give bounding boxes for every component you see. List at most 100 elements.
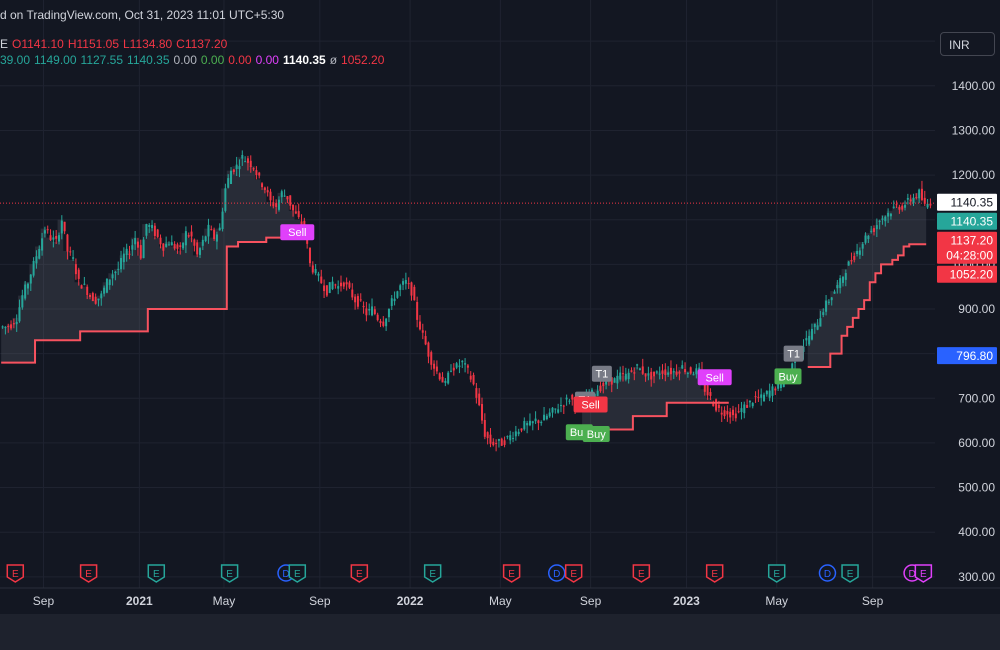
candle-body	[153, 225, 156, 236]
candle-body	[139, 245, 142, 259]
candle-body	[60, 220, 63, 234]
price-axis[interactable]: 300.00400.00500.00600.00700.00800.00900.…	[935, 0, 1000, 588]
candle-body	[176, 244, 179, 249]
candle-body	[554, 408, 557, 410]
candle-body	[486, 432, 489, 439]
event-letter: E	[429, 569, 436, 580]
candle-body	[881, 218, 884, 220]
candle-body	[813, 323, 816, 328]
event-letter: E	[12, 569, 19, 580]
candle-body	[131, 245, 134, 250]
signal-buy: Buy	[779, 371, 798, 383]
candle-body	[833, 291, 836, 294]
candle-body	[926, 203, 929, 208]
candle-body	[325, 285, 328, 296]
candle-body	[46, 229, 49, 231]
candle-body	[901, 205, 904, 210]
candle-body	[167, 244, 170, 246]
candle-body	[449, 370, 452, 372]
candle-body	[328, 282, 331, 293]
candle-body	[390, 298, 393, 306]
ohlc-high: H1151.05	[67, 37, 119, 51]
candle-body	[622, 373, 625, 375]
candle-body	[763, 394, 766, 402]
candle-body	[297, 211, 300, 218]
price-tick-label: 600.00	[958, 436, 995, 450]
time-tick-label: Sep	[580, 594, 602, 608]
candle-body	[184, 231, 187, 246]
signal-sell-bg	[697, 369, 732, 386]
candle-body	[774, 388, 777, 391]
candle-body	[630, 370, 633, 372]
candle-body	[684, 369, 687, 373]
candle-body	[424, 336, 427, 345]
bottom-toolbar	[0, 614, 1000, 650]
candle-body	[528, 420, 531, 426]
candle-body	[387, 308, 390, 318]
candle-body	[435, 366, 438, 372]
candle-body	[238, 166, 241, 170]
candle-body	[689, 367, 692, 374]
candle-body	[889, 213, 892, 217]
candle-body	[404, 279, 407, 284]
currency-button[interactable]: INR	[940, 32, 995, 56]
candle-body	[354, 296, 357, 303]
candle-body	[466, 365, 469, 368]
event-letter: E	[920, 569, 927, 580]
candle-body	[712, 402, 715, 407]
candle-body	[120, 257, 123, 270]
candle-body	[77, 269, 80, 279]
candle-body	[438, 373, 441, 380]
candle-body	[359, 299, 362, 301]
candle-body	[923, 197, 926, 204]
price-tick-label: 1300.00	[952, 123, 996, 137]
candle-body	[847, 261, 850, 266]
candle-body	[272, 202, 275, 207]
candle-body	[263, 187, 266, 191]
candle-body	[844, 273, 847, 280]
candle-body	[308, 247, 311, 264]
candle-body	[469, 375, 472, 380]
candle-body	[7, 326, 10, 328]
ohlc-lead: E	[0, 37, 9, 51]
candle-body	[24, 284, 27, 299]
candle-body	[808, 335, 811, 345]
candle-body	[616, 375, 619, 384]
candle-body	[506, 436, 509, 438]
earnings-marker	[423, 564, 442, 583]
candle-body	[356, 296, 359, 307]
candle-body	[740, 408, 743, 413]
event-letter: E	[356, 569, 363, 580]
candle-body	[509, 435, 512, 441]
candle-body	[661, 370, 664, 374]
candle-body	[794, 361, 797, 363]
candle-body	[1, 326, 4, 328]
candle-body	[29, 274, 32, 284]
candle-body	[650, 371, 653, 380]
candle-body	[244, 161, 247, 163]
candle-body	[514, 431, 517, 437]
candle-body	[568, 400, 571, 402]
candle-body	[269, 191, 272, 201]
event-letter: E	[570, 569, 577, 580]
candle-body	[644, 373, 647, 377]
candle-body	[743, 404, 746, 414]
event-letter: D	[553, 569, 560, 580]
price-tick-label: 900.00	[958, 302, 995, 316]
candle-body	[43, 230, 46, 234]
candle-body	[342, 282, 345, 287]
candle-body	[695, 368, 698, 375]
candle-body	[512, 438, 515, 440]
candle-body	[748, 400, 751, 403]
candle-body	[393, 298, 396, 302]
signal-buy-bg	[774, 368, 802, 385]
candle-body	[771, 386, 774, 396]
price-label: 1140.35	[951, 196, 994, 210]
candle-body	[760, 394, 763, 398]
time-axis[interactable]: Sep 2021 May Sep 2022 May Sep 2023 May Sep	[0, 587, 1000, 614]
signal-t1: T1	[595, 369, 608, 381]
candle-body	[920, 188, 923, 201]
candle-body	[433, 363, 436, 369]
